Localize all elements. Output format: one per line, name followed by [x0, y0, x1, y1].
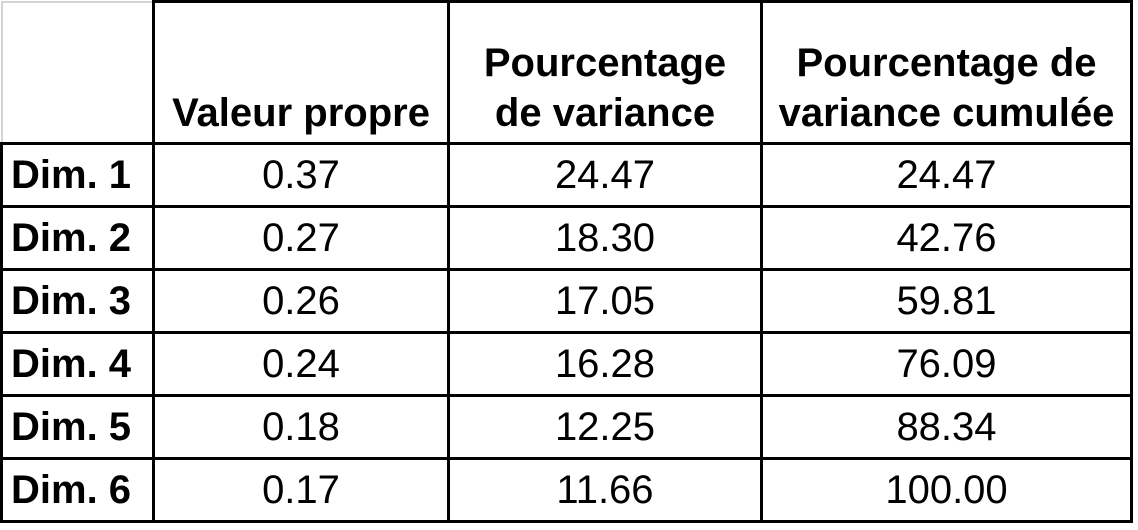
pourcentage-cumule-cell: 76.09: [761, 332, 1133, 397]
table-row: Dim. 1 0.37 24.47 24.47: [0, 143, 1133, 208]
pourcentage-variance-cell: 17.05: [448, 269, 763, 334]
row-label: Dim. 5: [0, 395, 155, 460]
pourcentage-variance-cell: 12.25: [448, 395, 763, 460]
header-valeur-propre-label: Valeur propre: [172, 91, 430, 135]
pourcentage-cumule-cell: 100.00: [761, 458, 1133, 523]
row-label: Dim. 1: [0, 143, 155, 208]
header-valeur-propre: Valeur propre: [153, 0, 450, 145]
pourcentage-variance-cell: 24.47: [448, 143, 763, 208]
valeur-propre-cell: 0.27: [153, 206, 450, 271]
pourcentage-cumule-cell: 88.34: [761, 395, 1133, 460]
table-row: Dim. 3 0.26 17.05 59.81: [0, 269, 1133, 334]
header-pourcentage-variance-line2: de variance: [494, 91, 716, 135]
row-label: Dim. 3: [0, 269, 155, 334]
valeur-propre-cell: 0.24: [153, 332, 450, 397]
pourcentage-variance-cell: 11.66: [448, 458, 763, 523]
row-label: Dim. 4: [0, 332, 155, 397]
valeur-propre-cell: 0.17: [153, 458, 450, 523]
valeur-propre-cell: 0.37: [153, 143, 450, 208]
table-row: Dim. 5 0.18 12.25 88.34: [0, 395, 1133, 460]
row-label: Dim. 2: [0, 206, 155, 271]
header-pourcentage-variance: Pourcentage de variance: [448, 0, 763, 145]
table-header-row: Valeur propre Pourcentage de variance Po…: [0, 0, 1133, 145]
header-pourcentage-variance-line1: Pourcentage: [483, 41, 727, 85]
pourcentage-variance-cell: 16.28: [448, 332, 763, 397]
header-pourcentage-cumule-line2: variance cumulée: [778, 91, 1115, 135]
header-pourcentage-cumule-line1: Pourcentage de: [796, 41, 1097, 85]
pourcentage-cumule-cell: 59.81: [761, 269, 1133, 334]
table-row: Dim. 4 0.24 16.28 76.09: [0, 332, 1133, 397]
pourcentage-variance-cell: 18.30: [448, 206, 763, 271]
header-pourcentage-cumule: Pourcentage de variance cumulée: [761, 0, 1133, 145]
valeur-propre-cell: 0.18: [153, 395, 450, 460]
row-label: Dim. 6: [0, 458, 155, 523]
header-corner-cell: [0, 0, 155, 145]
table-row: Dim. 2 0.27 18.30 42.76: [0, 206, 1133, 271]
pourcentage-cumule-cell: 24.47: [761, 143, 1133, 208]
table-row: Dim. 6 0.17 11.66 100.00: [0, 458, 1133, 523]
valeur-propre-cell: 0.26: [153, 269, 450, 334]
pourcentage-cumule-cell: 42.76: [761, 206, 1133, 271]
